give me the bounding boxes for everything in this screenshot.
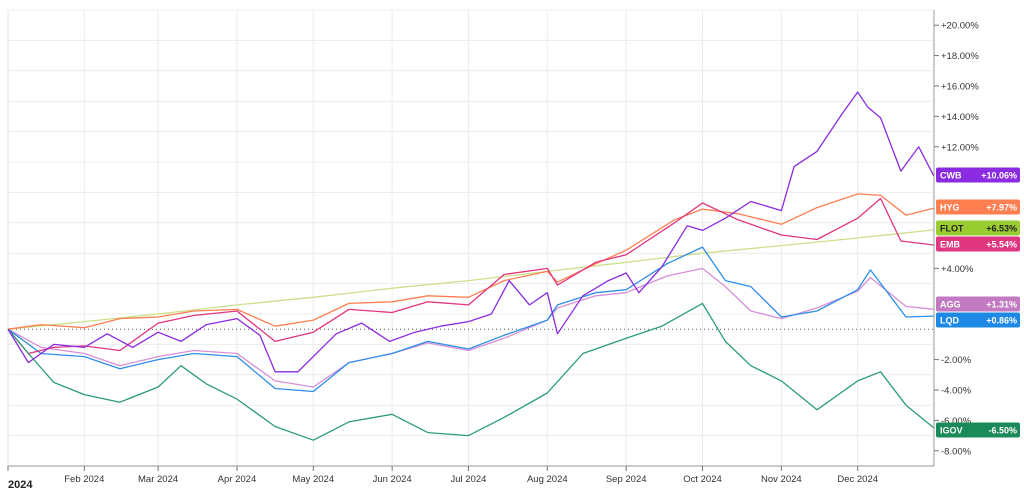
badge-cwb: CWB +10.06% (936, 167, 1020, 183)
badge-box (936, 422, 1020, 438)
x-tick-label: Dec 2024 (837, 474, 878, 485)
badge-value: +1.31% (986, 299, 1017, 309)
badge-flot: FLOT +6.53% (936, 220, 1020, 236)
badge-value: +5.54% (986, 239, 1017, 249)
badge-emb: EMB +5.54% (936, 236, 1020, 252)
series-line-igov (7, 302, 935, 441)
badge-value: +10.06% (981, 170, 1017, 180)
badge-box (936, 220, 1020, 236)
badge-value: +7.97% (986, 202, 1017, 212)
badge-ticker: CWB (940, 170, 962, 180)
y-tick-label: -4.00% (941, 386, 972, 397)
badge-ticker: IGOV (940, 425, 963, 435)
x-tick-label: Feb 2024 (64, 474, 104, 485)
series-line-agg (7, 267, 935, 388)
y-tick-label: -2.00% (941, 355, 972, 366)
grid-lines (7, 9, 935, 467)
badge-box (936, 236, 1020, 252)
x-tick-label: Nov 2024 (761, 474, 802, 485)
badge-ticker: FLOT (940, 223, 964, 233)
badge-box (936, 199, 1020, 215)
badge-agg: AGG +1.31% (936, 296, 1020, 312)
y-axis: +20.00% +18.00% +16.00% +14.00% +12.00% +4.00… (933, 10, 979, 466)
x-tick-label: Aug 2024 (527, 474, 568, 485)
badge-value: -6.50% (988, 425, 1017, 435)
year-label: 2024 (8, 479, 33, 491)
badge-igov: IGOV -6.50% (936, 422, 1020, 438)
series-line-cwb (7, 91, 935, 373)
y-tick-label: +12.00% (941, 142, 979, 153)
badge-ticker: LQD (940, 315, 959, 325)
last-value-badges: CWB +10.06% HYG +7.97% FLOT +6.53% EMB +5.54% AG… (936, 167, 1020, 438)
x-tick-label: May 2024 (292, 474, 334, 485)
series-line-emb (7, 197, 935, 355)
y-tick-label: +14.00% (941, 112, 979, 123)
badge-box (936, 312, 1020, 328)
series-line-hyg (7, 193, 935, 330)
x-axis: Feb 2024 Mar 2024 Apr 2024 May 2024 Jun 2024… (7, 465, 934, 485)
y-tick-label: -6.00% (941, 416, 972, 427)
y-tick-label: -8.00% (941, 446, 972, 457)
x-tick-label: Mar 2024 (138, 474, 178, 485)
badge-lqd: LQD +0.86% (936, 312, 1020, 328)
badge-box (936, 167, 1020, 183)
badge-ticker: EMB (940, 239, 961, 249)
x-tick-label: Oct 2024 (683, 474, 722, 485)
series-line-lqd (7, 246, 935, 393)
badge-value: +0.86% (986, 315, 1017, 325)
x-tick-label: Apr 2024 (218, 474, 257, 485)
series-lines (7, 91, 935, 441)
y-tick-label: +4.00% (941, 264, 974, 275)
badge-box (936, 296, 1020, 312)
x-tick-label: Jun 2024 (373, 474, 412, 485)
y-tick-label: +20.00% (941, 21, 979, 32)
y-tick-label: +18.00% (941, 51, 979, 62)
x-tick-label: Jul 2024 (450, 474, 486, 485)
badge-ticker: AGG (940, 299, 961, 309)
y-tick-label: +16.00% (941, 82, 979, 93)
badge-ticker: HYG (940, 202, 960, 212)
series-line-flot (7, 229, 935, 330)
badge-hyg: HYG +7.97% (936, 199, 1020, 215)
badge-value: +6.53% (986, 223, 1017, 233)
x-tick-label: Sep 2024 (606, 474, 647, 485)
